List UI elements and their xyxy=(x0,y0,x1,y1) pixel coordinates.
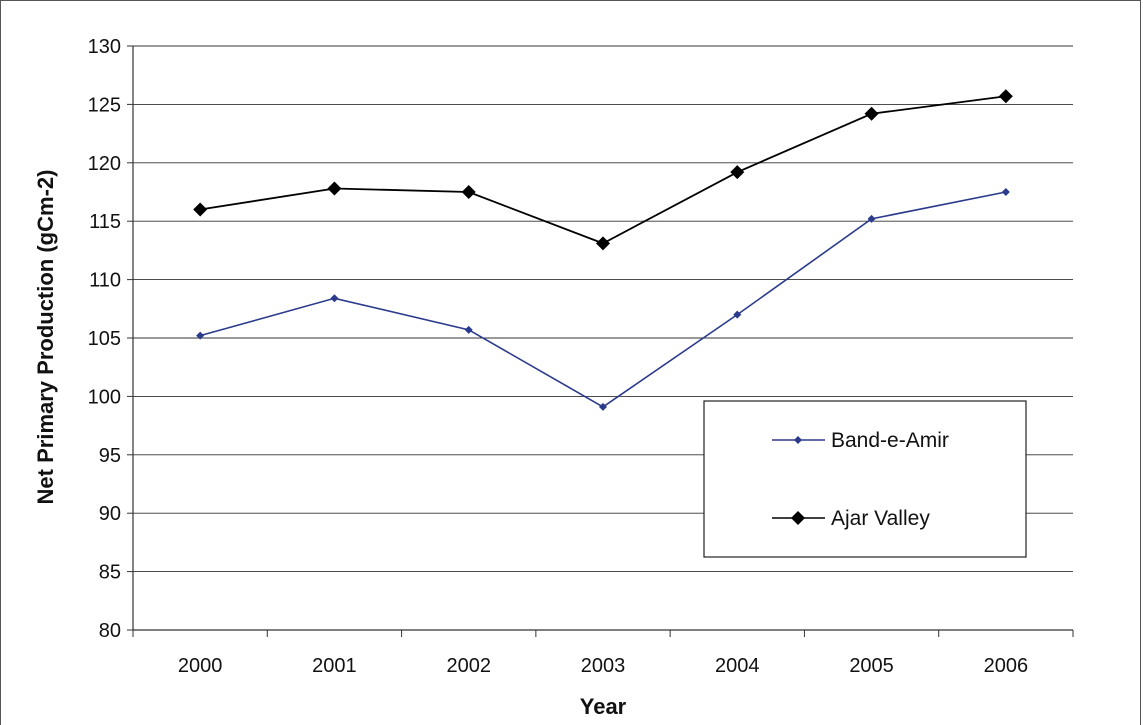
series-line-band-e-amir xyxy=(199,191,1007,408)
legend: Band-e-Amir Ajar Valley xyxy=(703,400,1027,558)
x-tick-label: 2002 xyxy=(446,655,491,677)
y-tick-label: 115 xyxy=(89,211,121,233)
data-point-ajar-valley xyxy=(327,181,342,196)
data-point-ajar-valley xyxy=(730,165,745,180)
data-point-ajar-valley xyxy=(998,89,1013,104)
y-tick-label: 100 xyxy=(88,386,121,408)
data-point-ajar-valley xyxy=(864,106,879,121)
data-point-band-e-amir xyxy=(196,331,205,340)
x-axis-title: Year xyxy=(580,694,627,719)
x-tick-label: 2001 xyxy=(312,655,357,677)
y-tick-label: 85 xyxy=(99,562,121,584)
y-tick-labels: 80 85 90 95 100 105 110 115 120 125 130 xyxy=(88,36,121,642)
y-tick-label: 130 xyxy=(88,36,121,58)
y-tick-label: 80 xyxy=(99,620,121,642)
data-point-band-e-amir xyxy=(330,294,339,303)
data-point-ajar-valley xyxy=(461,185,476,199)
legend-label-band-e-amir: Band-e-Amir xyxy=(831,429,949,452)
data-point-band-e-amir xyxy=(1001,188,1010,196)
y-axis-title: Net Primary Production (gCm-2) xyxy=(33,170,58,505)
data-point-band-e-amir xyxy=(464,325,473,334)
legend-label-ajar-valley: Ajar Valley xyxy=(831,507,930,530)
data-point-ajar-valley xyxy=(193,202,208,217)
y-tick-label: 125 xyxy=(88,94,121,116)
y-tick-label: 105 xyxy=(88,328,121,350)
x-tick-label: 2006 xyxy=(984,655,1029,677)
x-tick-label: 2000 xyxy=(178,655,223,677)
y-tick-label: 90 xyxy=(99,503,121,525)
gridlines xyxy=(133,45,1073,573)
data-point-band-e-amir xyxy=(733,310,742,319)
y-tick-label: 95 xyxy=(99,445,121,467)
y-tick-label: 120 xyxy=(88,153,121,175)
legend-marker-band-e-amir xyxy=(794,436,802,444)
data-point-band-e-amir xyxy=(599,402,607,411)
y-tick-label: 110 xyxy=(89,270,121,292)
x-tick-label: 2003 xyxy=(581,655,626,677)
x-tick-label: 2005 xyxy=(849,655,894,677)
data-point-band-e-amir xyxy=(867,214,876,223)
legend-marker-ajar-valley xyxy=(791,511,805,525)
x-tick-label: 2004 xyxy=(715,655,760,677)
axes xyxy=(127,45,1074,637)
series-group xyxy=(193,89,1013,411)
x-tick-labels: 2000 2001 2002 2003 2004 2005 2006 xyxy=(178,655,1028,677)
data-point-ajar-valley xyxy=(596,236,610,251)
legend-box xyxy=(703,400,1027,558)
